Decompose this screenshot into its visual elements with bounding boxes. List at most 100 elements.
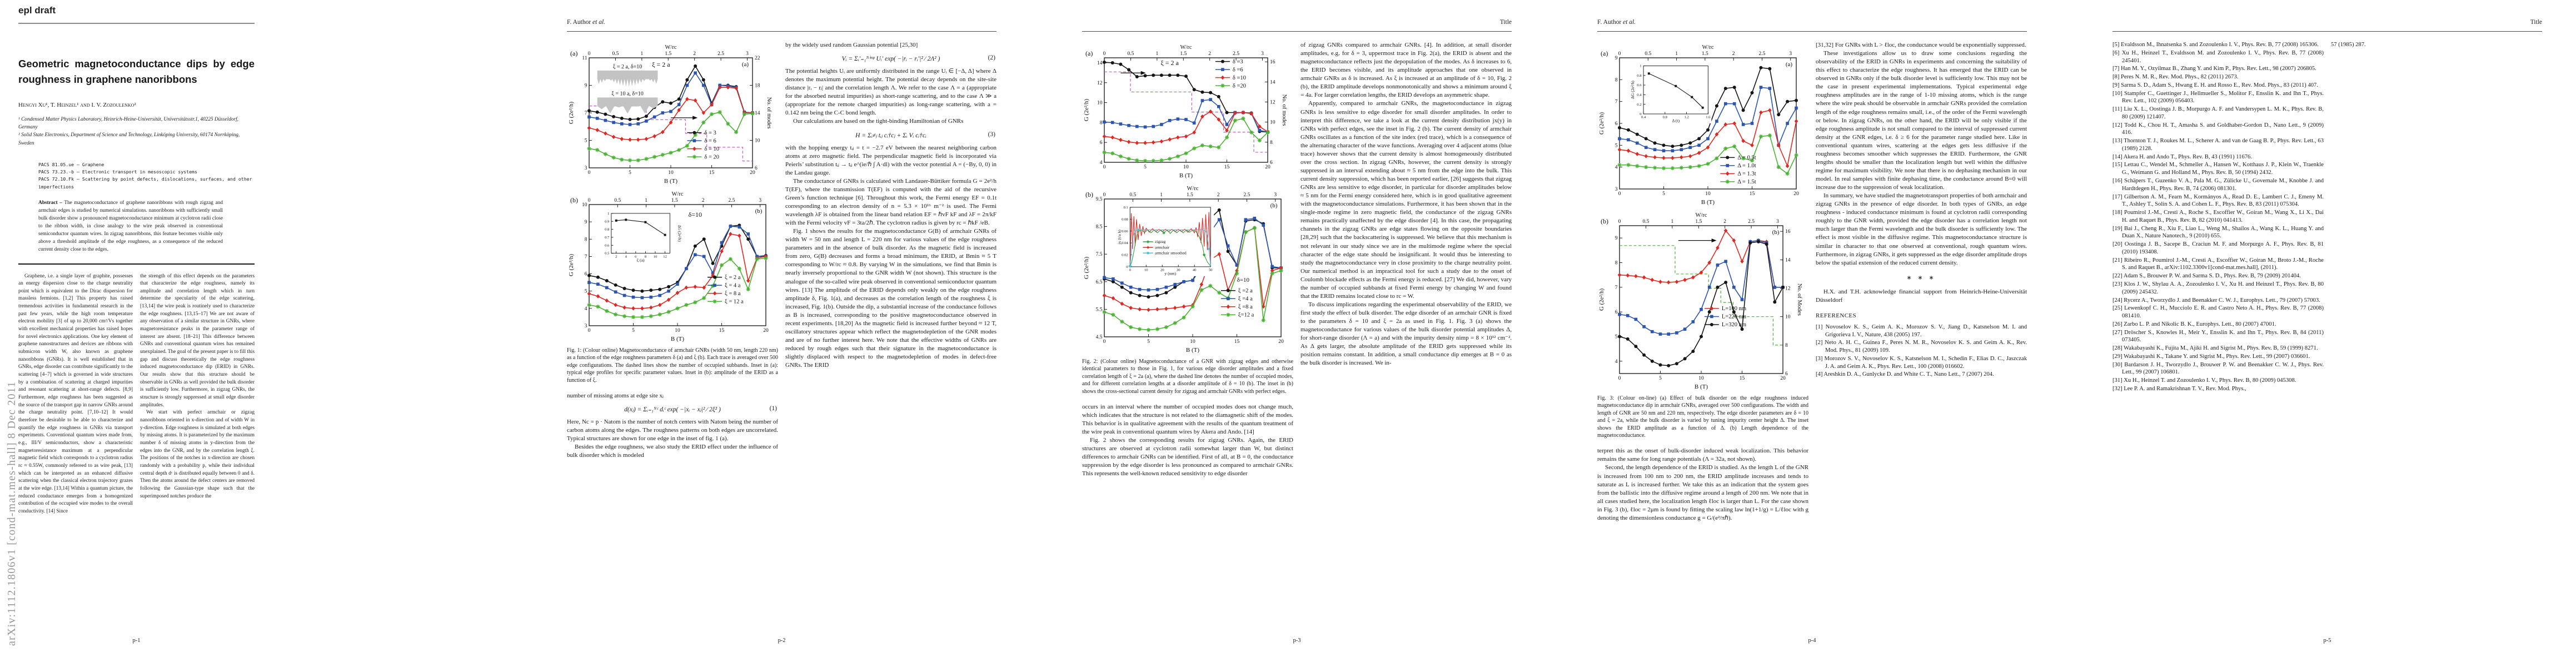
equation-3: H = Σᵢ≠ⱼ tᵢⱼ cᵢ†cⱼ + Σᵢ Vᵢ cᵢ†cᵢ (3)	[855, 131, 995, 139]
svg-text:0: 0	[1103, 339, 1106, 345]
svg-text:0: 0	[1129, 268, 1132, 272]
svg-text:12: 12	[1785, 286, 1791, 292]
svg-text:y (nm): y (nm)	[1164, 271, 1176, 276]
svg-text:Δ = 1.3t: Δ = 1.3t	[1737, 171, 1756, 177]
svg-text:δ=10: δ=10	[1237, 277, 1250, 283]
svg-text:8: 8	[1615, 261, 1618, 266]
affiliation-2: ² Solid State Electronics, Department of…	[18, 132, 240, 146]
text-column-right: [31,32] For GNRs with L > ℓloc, the cond…	[1816, 42, 2027, 378]
svg-text:2: 2	[1208, 51, 1211, 57]
header-rule	[18, 23, 255, 24]
svg-text:5: 5	[1615, 335, 1618, 340]
text-column-right: of zigzag GNRs compared to armchair GNRs…	[1301, 42, 1512, 367]
svg-text:5: 5	[585, 138, 587, 144]
svg-text:δ =6: δ =6	[1233, 67, 1243, 73]
svg-text:9: 9	[585, 220, 587, 225]
svg-text:G (2e²/h): G (2e²/h)	[1598, 288, 1605, 311]
svg-text:B (T): B (T)	[664, 178, 677, 185]
running-head: Title	[1499, 19, 1512, 26]
svg-text:8: 8	[585, 237, 587, 242]
svg-text:1.5: 1.5	[671, 198, 678, 203]
svg-text:10: 10	[1097, 101, 1103, 106]
svg-text:W/rc: W/rc	[665, 44, 677, 51]
figure-1-caption: Fig. 1: (Colour online) Magnetoconductan…	[567, 347, 778, 384]
svg-text:5: 5	[632, 328, 635, 334]
svg-text:(a): (a)	[1601, 49, 1608, 57]
svg-text:11: 11	[582, 56, 587, 61]
svg-text:(b): (b)	[755, 208, 763, 215]
svg-text:10: 10	[1190, 339, 1195, 345]
svg-text:3: 3	[1789, 51, 1792, 57]
svg-text:0.5: 0.5	[1642, 219, 1649, 225]
svg-text:12: 12	[1270, 100, 1275, 106]
figure-3b-chart: 0 5 10 15 20 4 5 6 7 8 9 0 0.5 1 1.5 2 2.5 3 6 8 10 12 14 16 B (…	[1598, 212, 1802, 390]
svg-text:8.5: 8.5	[1096, 225, 1103, 230]
svg-text:ξ = 12 a: ξ = 12 a	[725, 299, 744, 305]
svg-text:7: 7	[1615, 285, 1618, 291]
svg-text:(b): (b)	[1085, 191, 1093, 198]
svg-text:4: 4	[625, 255, 627, 258]
svg-text:ξ = 2 a: ξ = 2 a	[652, 61, 670, 68]
svg-text:1: 1	[1160, 192, 1163, 198]
svg-text:40: 40	[1193, 268, 1197, 272]
svg-text:W/rc: W/rc	[1180, 44, 1192, 51]
svg-text:14: 14	[1785, 257, 1791, 263]
svg-text:3: 3	[1261, 51, 1264, 57]
svg-text:5: 5	[1147, 339, 1150, 345]
svg-text:3: 3	[746, 51, 749, 57]
svg-text:14: 14	[1097, 61, 1103, 66]
page-number: p-3	[1293, 638, 1301, 644]
svg-text:15: 15	[1740, 376, 1745, 381]
svg-text:0: 0	[588, 170, 591, 176]
svg-text:G (2e²/h): G (2e²/h)	[1083, 257, 1090, 280]
svg-text:1.5: 1.5	[1702, 51, 1708, 57]
svg-text:Δ = 1.0t: Δ = 1.0t	[1737, 163, 1756, 169]
svg-text:B (T): B (T)	[671, 336, 684, 342]
svg-text:(a): (a)	[1786, 61, 1793, 68]
svg-text:20: 20	[763, 328, 769, 334]
svg-text:L=320 nm: L=320 nm	[1722, 322, 1746, 328]
svg-text:1: 1	[1675, 51, 1678, 57]
svg-text:6: 6	[1615, 310, 1618, 315]
svg-text:1.2: 1.2	[1684, 116, 1688, 120]
svg-text:2.5: 2.5	[1244, 192, 1250, 198]
svg-text:Δ = 0.5t: Δ = 0.5t	[1737, 155, 1756, 161]
svg-text:0: 0	[1618, 219, 1621, 225]
svg-text:14: 14	[755, 111, 760, 116]
svg-text:ξ = 10 a, δ=10: ξ = 10 a, δ=10	[611, 91, 643, 97]
svg-text:0: 0	[1618, 191, 1621, 197]
svg-text:1.5: 1.5	[1180, 51, 1187, 57]
page-5: Title [5] Evaldsson M., Ihnatsenka S. an…	[2061, 0, 2576, 667]
svg-text:0.5: 0.5	[605, 252, 610, 256]
svg-text:2.5: 2.5	[1748, 219, 1755, 225]
svg-text:4.5: 4.5	[1096, 335, 1103, 340]
text-column-right: 57 (1985) 287.	[2331, 42, 2366, 48]
svg-text:3: 3	[1274, 192, 1277, 198]
svg-text:0: 0	[588, 51, 591, 57]
svg-text:0: 0	[1640, 112, 1642, 116]
svg-text:16: 16	[1785, 229, 1791, 235]
text-column-left: 0 5 10 15 20 3 4 5 6 7 8 9 0 0.5 1 1.5 2 2.5 3 B (T) G (2e²/…	[1597, 41, 1808, 636]
journal-masthead: epl draft	[18, 5, 56, 16]
references-heading: REFERENCES	[1816, 312, 1857, 319]
svg-text:22: 22	[755, 56, 760, 61]
svg-text:Δ = 1.5t: Δ = 1.5t	[1737, 179, 1756, 185]
svg-text:0.5: 0.5	[1645, 51, 1651, 57]
svg-text:ξ = 4 a: ξ = 4 a	[725, 283, 741, 289]
svg-text:8: 8	[1615, 77, 1618, 83]
svg-text:0.06: 0.06	[1122, 230, 1128, 233]
svg-text:15: 15	[1750, 191, 1755, 197]
equation-1: d(xⱼ) = Σᵢ₌₁ᴺᶜ dᵢᶜ exp( −|xᵢ − xⱼ|² ⁄ 2ξ…	[624, 405, 777, 414]
svg-text:0: 0	[588, 328, 591, 334]
svg-text:2.5: 2.5	[1759, 51, 1766, 57]
svg-text:No. of modes: No. of modes	[766, 97, 772, 129]
svg-text:20: 20	[1793, 191, 1799, 197]
svg-text:10: 10	[1698, 376, 1704, 381]
svg-text:7.5: 7.5	[1096, 252, 1103, 257]
svg-text:0.5: 0.5	[612, 51, 619, 57]
svg-text:0: 0	[1618, 376, 1621, 381]
svg-text:4: 4	[1615, 165, 1618, 171]
svg-text:10: 10	[1705, 191, 1711, 197]
svg-text:B (T): B (T)	[1701, 199, 1715, 206]
svg-text:18: 18	[755, 83, 760, 89]
